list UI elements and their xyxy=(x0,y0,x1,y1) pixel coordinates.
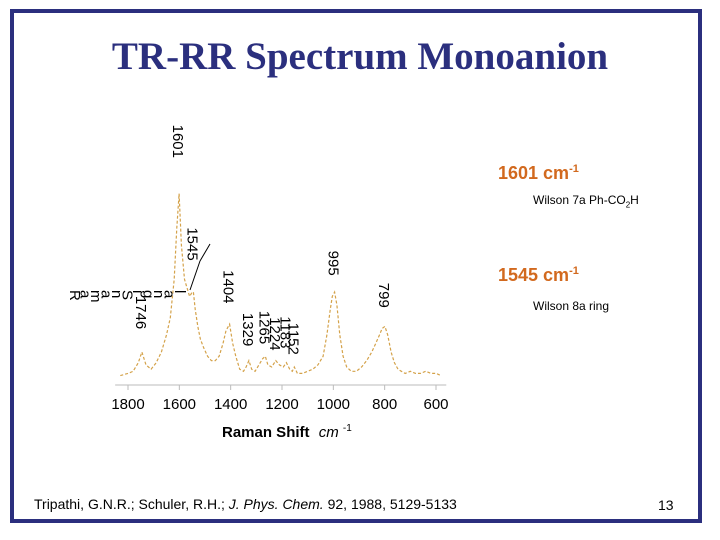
x-tick-label: 1200 xyxy=(265,396,298,413)
annotation-assignment-sub: 2 xyxy=(625,200,631,210)
annotation-band-unit-sup: -1 xyxy=(569,265,579,277)
y-axis-label-char: n xyxy=(150,290,167,298)
x-tick-label: 1400 xyxy=(214,396,247,413)
x-axis-ticks: 1800 1600 1400 1200 1000 800 600 xyxy=(111,385,449,413)
citation-journal: J. Phys. Chem. xyxy=(228,496,324,512)
y-axis-label-char: i xyxy=(129,290,146,293)
annotation-assignment-text: Wilson 8a ring xyxy=(533,299,610,313)
citation-volume: 92, xyxy=(327,496,348,512)
annotation-assignment-text: Wilson 7a Ph-CO xyxy=(533,193,626,207)
y-axis-label-char: n xyxy=(108,290,125,298)
annotation-band-1601: 1601 cm-1 xyxy=(498,163,579,184)
page-number: 13 xyxy=(658,497,674,513)
peak-label: 1746 xyxy=(132,296,149,329)
x-tick-label: 800 xyxy=(372,396,397,413)
citation: Tripathi, G.N.R.; Schuler, R.H.; J. Phys… xyxy=(34,496,457,512)
annotation-assignment-text-end: H xyxy=(630,193,639,207)
annotation-band-value: 1601 cm xyxy=(498,163,570,183)
leader-line-1545-drop xyxy=(189,260,201,291)
peak-label: 1545 xyxy=(183,227,200,260)
slide-frame xyxy=(10,9,702,523)
y-axis-label-char: m xyxy=(87,290,104,303)
peak-label: 1183 xyxy=(276,316,293,348)
y-axis-label-char: l xyxy=(171,290,188,293)
y-axis-label-char: a xyxy=(77,290,94,299)
peak-label: 995 xyxy=(325,251,342,276)
x-axis-label-text: Raman Shift xyxy=(222,424,310,441)
x-tick-label: 1600 xyxy=(163,396,196,413)
x-tick-label: 1800 xyxy=(111,396,144,413)
annotation-band-1545: 1545 cm-1 xyxy=(498,265,579,286)
citation-pages: , 5129-5133 xyxy=(382,496,457,512)
peak-label: 1152 xyxy=(284,323,301,355)
annotation-band-unit-sup: -1 xyxy=(569,163,579,175)
x-axis-label-unit-sup: -1 xyxy=(343,423,352,434)
x-axis-label-unit: cm xyxy=(319,424,339,441)
peak-label: 799 xyxy=(375,283,392,308)
x-tick-label: 600 xyxy=(423,396,448,413)
annotation-assignment-7a: Wilson 7a Ph-CO2H xyxy=(533,193,639,209)
y-axis-label-char: a xyxy=(98,290,115,299)
y-axis-label-char: g xyxy=(140,290,157,298)
x-tick-label: 1000 xyxy=(317,396,350,413)
annotation-band-value: 1545 cm xyxy=(498,265,570,285)
annotation-assignment-8a: Wilson 8a ring xyxy=(533,299,609,313)
citation-authors: Tripathi, G.N.R.; Schuler, R.H.; xyxy=(34,496,225,512)
spectrum-series-line xyxy=(120,193,442,377)
y-axis-label-char: R xyxy=(66,290,83,301)
x-axis-label: Raman Shift cm -1 xyxy=(222,423,352,441)
peak-label: 1404 xyxy=(220,270,237,303)
peak-label: 1329 xyxy=(239,313,256,346)
leader-line-1545 xyxy=(199,243,211,262)
y-axis-label-char: S xyxy=(119,290,136,300)
slide-title: TR-RR Spectrum Monoanion xyxy=(111,35,609,78)
peak-label: 1265 xyxy=(255,311,272,344)
peak-label: 1601 xyxy=(169,125,186,158)
peak-label: 1224 xyxy=(266,317,283,350)
citation-year: 1988 xyxy=(350,496,383,512)
y-axis-label-char: a xyxy=(161,290,178,299)
